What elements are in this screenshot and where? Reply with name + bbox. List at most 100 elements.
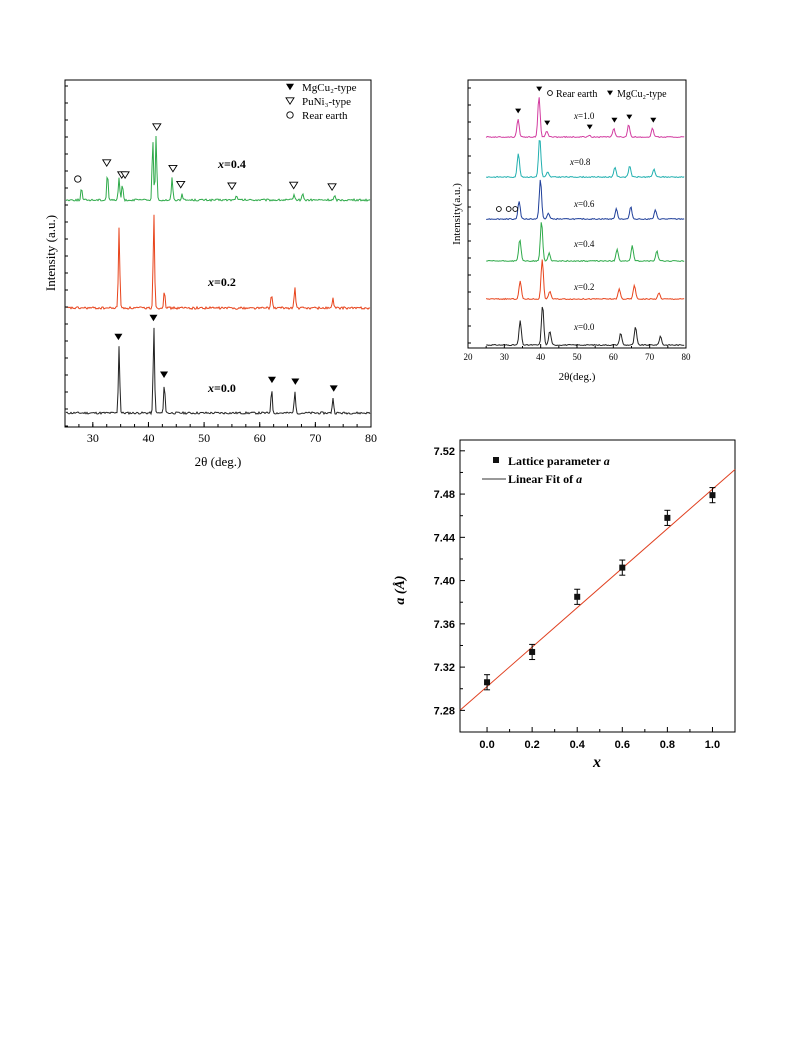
xrd-curve (485, 97, 685, 139)
x-tick-label: 70 (645, 352, 655, 362)
series-label: x=0.0 (207, 381, 236, 395)
mgcu2-marker (267, 376, 276, 384)
c2-series-labels: x=0.0 x=0.2 x=0.4 x=0.6 x=0.8 x=1.0 (569, 111, 595, 332)
x-tick-label: 60 (254, 431, 266, 445)
mgcu2-marker (544, 120, 551, 126)
c3-frame (459, 439, 736, 733)
xrd-curve (486, 179, 685, 221)
xrd-curve (486, 222, 685, 263)
y-tick-label: 7.36 (434, 619, 455, 631)
legend-label: Rear earth (302, 110, 348, 122)
rare-earth-marker (286, 111, 294, 119)
series-label: x=0.4 (217, 157, 246, 171)
data-point (664, 514, 671, 521)
c1-ticks: 30 40 50 60 70 80 (64, 85, 377, 445)
fit-line (459, 469, 736, 711)
puni3-marker (101, 159, 112, 168)
mgcu2-marker (626, 114, 633, 120)
xrd-chart-right: 20 30 40 50 60 70 80 2θ(deg.) Intensity(a.u.) … (451, 79, 692, 383)
x-tick-label: 30 (87, 431, 99, 445)
y-tick-label: 7.44 (434, 532, 456, 544)
mgcu2-marker (329, 385, 338, 392)
mgcu2-marker (536, 86, 543, 92)
x-tick-label: 1.0 (705, 739, 720, 751)
mgcu2-marker (149, 314, 158, 322)
c2-curves (485, 86, 685, 347)
xrd-chart-left: 30 40 50 60 70 80 2θ (deg.) Intensity (a.u.) … (43, 79, 377, 469)
legend-label: MgCu₂-type (617, 89, 667, 100)
puni3-marker (227, 182, 237, 191)
x-tick-label: 50 (573, 352, 583, 362)
c2-legend: Rear earth MgCu₂-type (547, 89, 667, 100)
mgcu2-marker (286, 83, 294, 91)
c3-legend: Lattice parameter a Linear Fit of a (482, 454, 610, 486)
c1-ylabel: Intensity (a.u.) (43, 215, 58, 291)
x-tick-label: 80 (365, 431, 377, 445)
x-tick-label: 0.4 (570, 739, 586, 751)
c3-ylabel: a (Å) (392, 575, 408, 604)
legend-label: Lattice parameter a (508, 454, 610, 468)
puni3-marker (120, 171, 130, 180)
xrd-curve (65, 214, 371, 311)
puni3-marker (327, 183, 337, 192)
x-tick-label: 40 (142, 431, 154, 445)
puni3-marker (151, 123, 162, 132)
data-point (709, 492, 716, 499)
xrd-curve (486, 306, 685, 347)
y-tick-label: 7.52 (434, 446, 455, 458)
c1-legend: MgCu₂-type PuNi₃-type Rear earth (285, 82, 357, 122)
c2-ticks: 20 30 40 50 60 70 80 (464, 87, 692, 362)
mgcu2-marker (607, 90, 613, 96)
rare-earth-marker (74, 175, 82, 183)
x-tick-label: 40 (536, 352, 546, 362)
x-tick-label: 0.2 (524, 739, 539, 751)
xrd-curve (485, 259, 685, 301)
c2-ylabel: Intensity(a.u.) (451, 183, 463, 245)
data-point (574, 593, 581, 600)
legend-label: MgCu₂-type (302, 82, 357, 94)
x-tick-label: 80 (682, 352, 692, 362)
c1-series-labels: x=0.0 x=0.2 x=0.4 (207, 157, 246, 395)
y-tick-label: 7.48 (434, 489, 455, 501)
series-label: x=0.8 (569, 157, 591, 167)
series-label: x=1.0 (573, 111, 595, 121)
c1-curves (65, 123, 371, 416)
y-tick-label: 7.32 (434, 662, 455, 674)
rare-earth-marker (547, 90, 553, 96)
c3-ticks: 0.0 0.2 0.4 0.6 0.8 1.0 7.28 7.32 7.36 7.40 7.44 7.… (434, 446, 736, 751)
legend-label: Linear Fit of a (508, 472, 582, 486)
mgcu2-marker (114, 333, 123, 341)
data-point (619, 564, 626, 571)
xrd-curve (65, 135, 371, 203)
x-tick-label: 30 (500, 352, 510, 362)
puni3-marker (285, 97, 295, 106)
c3-plot (459, 469, 736, 711)
mgcu2-marker (586, 124, 593, 130)
x-tick-label: 0.6 (615, 739, 630, 751)
rare-earth-marker (505, 206, 512, 212)
series-label: x=0.0 (573, 322, 595, 332)
puni3-marker (175, 180, 186, 189)
rare-earth-marker (496, 206, 502, 212)
mgcu2-marker (650, 117, 657, 123)
x-tick-label: 20 (464, 352, 474, 362)
legend-point-swatch (493, 457, 499, 463)
series-label: x=0.2 (207, 275, 236, 289)
legend-label: Rear earth (556, 89, 597, 100)
data-point (484, 679, 491, 686)
lattice-chart: 0.0 0.2 0.4 0.6 0.8 1.0 7.28 7.32 7.36 7.40 7.44 7.… (392, 439, 736, 771)
x-tick-label: 60 (609, 352, 619, 362)
data-point (529, 648, 536, 655)
x-tick-label: 0.0 (479, 739, 494, 751)
legend-label: PuNi₃-type (302, 96, 351, 108)
y-tick-label: 7.28 (434, 705, 455, 717)
y-tick-label: 7.40 (434, 576, 455, 588)
x-tick-label: 50 (198, 431, 210, 445)
c1-frame (64, 79, 372, 428)
mgcu2-marker (291, 378, 300, 385)
puni3-marker (168, 164, 178, 173)
mgcu2-marker (515, 108, 522, 114)
xrd-curve (486, 140, 685, 179)
series-label: x=0.6 (573, 199, 595, 209)
